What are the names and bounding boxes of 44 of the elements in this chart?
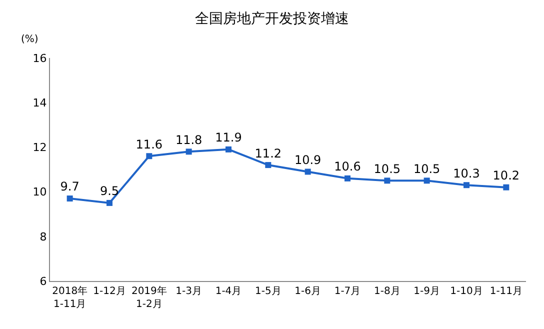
data-label: 10.5 [374,162,401,176]
data-label: 11.2 [254,146,282,160]
data-label: 11.9 [215,130,242,145]
y-tick-label: 16 [32,52,47,65]
x-tick-label: 1-9月 [414,286,440,297]
x-tick-label: 1-5月 [255,286,282,297]
y-tick-label: 8 [40,230,47,244]
data-label: 10.9 [294,152,322,167]
point [146,153,152,160]
y-tick-label: 10 [32,186,47,199]
point [384,178,390,184]
point [424,178,430,184]
x-tick-label: 1-12月 [93,286,126,297]
x-tick-label: 1-6月 [294,286,321,297]
x-tick-label: 1-11月 [490,286,523,297]
x-tick-label: 2019年 1-2月 [131,285,167,310]
point [106,200,112,206]
point [186,148,192,155]
y-tick-label: 6 [40,274,47,288]
data-label: 10.6 [334,160,361,174]
y-tick-label: 12 [32,141,47,154]
data-label: 10.3 [453,166,480,180]
point [464,182,470,188]
data-label: 10.2 [492,168,520,183]
x-tick-label: 1-3月 [176,286,202,297]
x-tick-label: 1-8月 [374,286,400,297]
x-tick-label: 2018年 1-11月 [52,285,88,310]
chart-title: 全国房地产开发投资增速 [195,10,349,27]
data-label: 11.8 [175,132,202,147]
data-label: 9.7 [60,180,80,194]
y-axis-title: (%) [21,34,38,45]
data-label: 9.5 [100,184,120,198]
data-label: 11.6 [136,137,163,152]
point [344,175,350,182]
point [66,195,73,202]
point [503,184,510,190]
x-tick-label: 1-10月 [450,286,483,297]
y-tick-label: 14 [32,96,47,110]
point [226,146,232,152]
point [304,168,311,175]
x-tick-label: 1-7月 [334,286,361,297]
data-label: 10.5 [413,162,440,176]
x-tick-label: 1-4月 [215,286,242,297]
point [265,162,272,168]
